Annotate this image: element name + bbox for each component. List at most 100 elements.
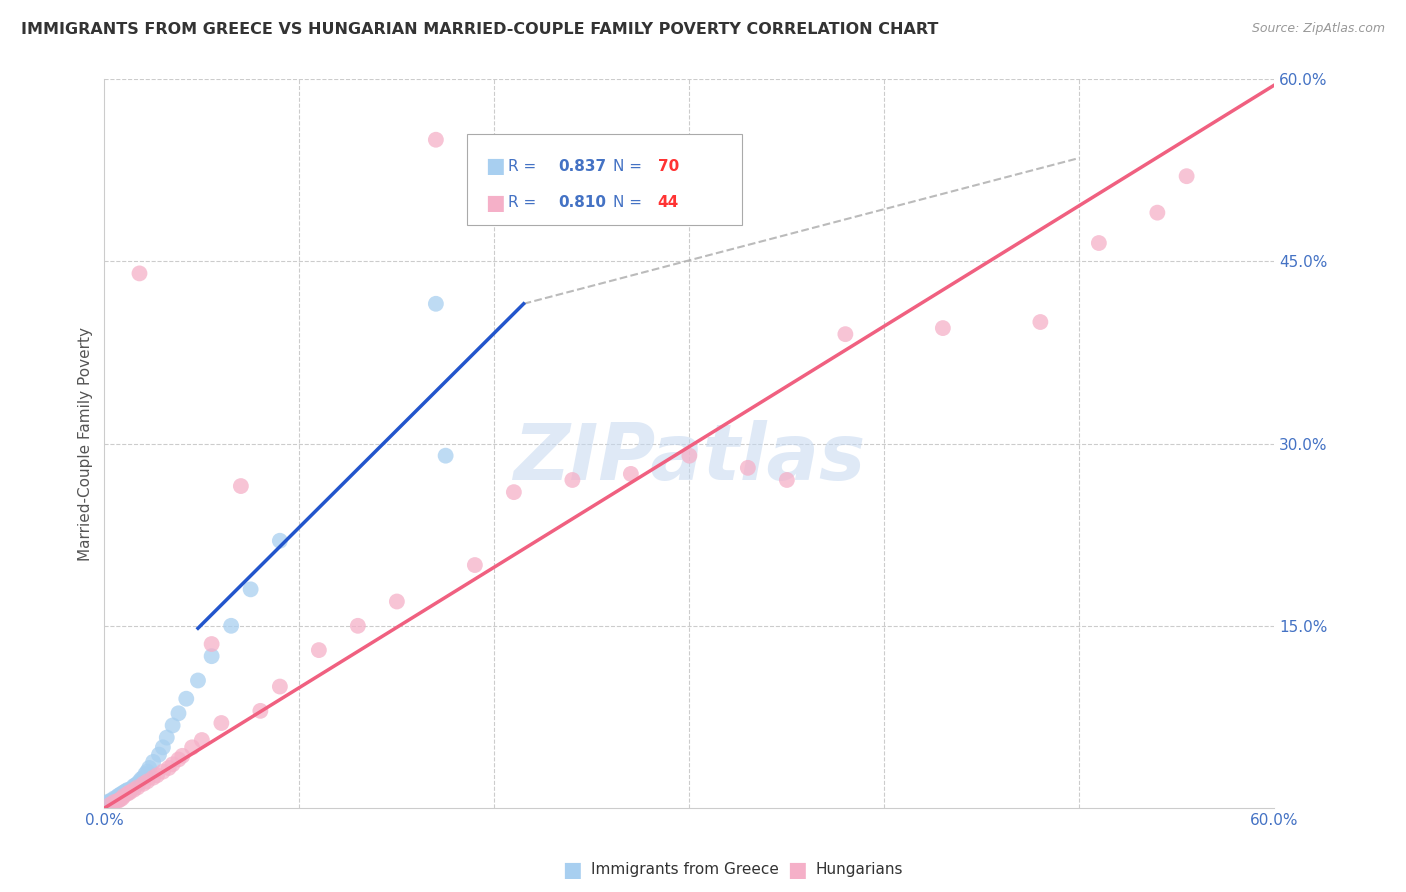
- Point: [112, 788, 135, 802]
- Point: [187, 673, 209, 688]
- Text: Immigrants from Greece: Immigrants from Greece: [591, 863, 779, 877]
- Point: [620, 467, 643, 481]
- Text: N =: N =: [613, 195, 647, 211]
- Text: N =: N =: [613, 159, 647, 174]
- Point: [425, 297, 447, 311]
- Point: [96, 798, 118, 813]
- Point: [97, 796, 120, 810]
- Point: [112, 785, 135, 799]
- Text: 0.810: 0.810: [558, 195, 606, 211]
- Point: [561, 473, 583, 487]
- Point: [269, 680, 291, 694]
- Point: [96, 797, 118, 812]
- Point: [152, 764, 174, 779]
- Point: [131, 772, 153, 786]
- Text: ZIPatlas: ZIPatlas: [513, 420, 866, 496]
- Point: [105, 794, 128, 808]
- Point: [98, 796, 121, 810]
- Text: 70: 70: [658, 159, 679, 174]
- Point: [97, 797, 120, 812]
- Point: [122, 780, 145, 795]
- Point: [502, 485, 524, 500]
- Point: [269, 533, 291, 548]
- Point: [108, 788, 131, 802]
- Point: [127, 780, 149, 795]
- Point: [98, 797, 121, 812]
- Point: [156, 731, 179, 745]
- Point: [114, 787, 136, 801]
- Point: [97, 795, 120, 809]
- Point: [98, 795, 121, 809]
- Point: [181, 740, 204, 755]
- Point: [385, 594, 408, 608]
- Y-axis label: Married-Couple Family Poverty: Married-Couple Family Poverty: [79, 326, 93, 560]
- Point: [117, 785, 139, 799]
- Point: [209, 716, 232, 731]
- Point: [249, 704, 271, 718]
- Point: [128, 774, 150, 789]
- Point: [121, 781, 143, 796]
- Text: IMMIGRANTS FROM GREECE VS HUNGARIAN MARRIED-COUPLE FAMILY POVERTY CORRELATION CH: IMMIGRANTS FROM GREECE VS HUNGARIAN MARR…: [21, 22, 938, 37]
- Point: [128, 267, 150, 281]
- Point: [107, 792, 129, 806]
- Point: [1029, 315, 1052, 329]
- Point: [434, 449, 457, 463]
- Point: [127, 777, 149, 791]
- Point: [136, 764, 159, 779]
- Point: [103, 792, 125, 806]
- Point: [122, 782, 145, 797]
- Text: 44: 44: [658, 195, 679, 211]
- Point: [464, 558, 486, 572]
- Point: [105, 791, 128, 805]
- Text: ■: ■: [787, 860, 807, 880]
- Point: [157, 761, 180, 775]
- Point: [96, 797, 118, 812]
- Point: [1146, 205, 1168, 219]
- Point: [132, 777, 155, 791]
- Point: [136, 774, 159, 789]
- Point: [108, 791, 131, 805]
- Text: R =: R =: [508, 195, 541, 211]
- Point: [162, 718, 184, 732]
- Point: [834, 327, 856, 342]
- Point: [101, 795, 124, 809]
- Point: [308, 643, 330, 657]
- FancyBboxPatch shape: [467, 134, 742, 225]
- Point: [98, 796, 121, 810]
- Text: 0.837: 0.837: [558, 159, 606, 174]
- Point: [97, 796, 120, 810]
- Point: [114, 784, 136, 798]
- Point: [167, 752, 190, 766]
- Point: [932, 321, 955, 335]
- Point: [96, 800, 118, 814]
- Point: [111, 787, 134, 801]
- Point: [103, 795, 125, 809]
- Point: [162, 757, 184, 772]
- Point: [201, 637, 224, 651]
- Point: [107, 794, 129, 808]
- Point: [103, 795, 125, 809]
- Point: [776, 473, 799, 487]
- Text: ■: ■: [485, 193, 505, 213]
- Point: [118, 782, 141, 797]
- Point: [124, 778, 146, 792]
- Point: [132, 771, 155, 785]
- Point: [174, 691, 197, 706]
- Point: [148, 747, 170, 762]
- Point: [118, 785, 141, 799]
- Point: [152, 740, 174, 755]
- Point: [1088, 235, 1111, 250]
- Point: [108, 790, 131, 805]
- Text: Hungarians: Hungarians: [815, 863, 903, 877]
- Point: [112, 789, 135, 803]
- Point: [98, 797, 121, 812]
- Point: [1175, 169, 1198, 184]
- Point: [167, 706, 190, 721]
- Text: ■: ■: [485, 156, 505, 177]
- Point: [201, 649, 224, 664]
- Point: [101, 796, 124, 810]
- Point: [117, 782, 139, 797]
- Point: [138, 761, 160, 775]
- Point: [191, 733, 214, 747]
- Point: [103, 791, 125, 805]
